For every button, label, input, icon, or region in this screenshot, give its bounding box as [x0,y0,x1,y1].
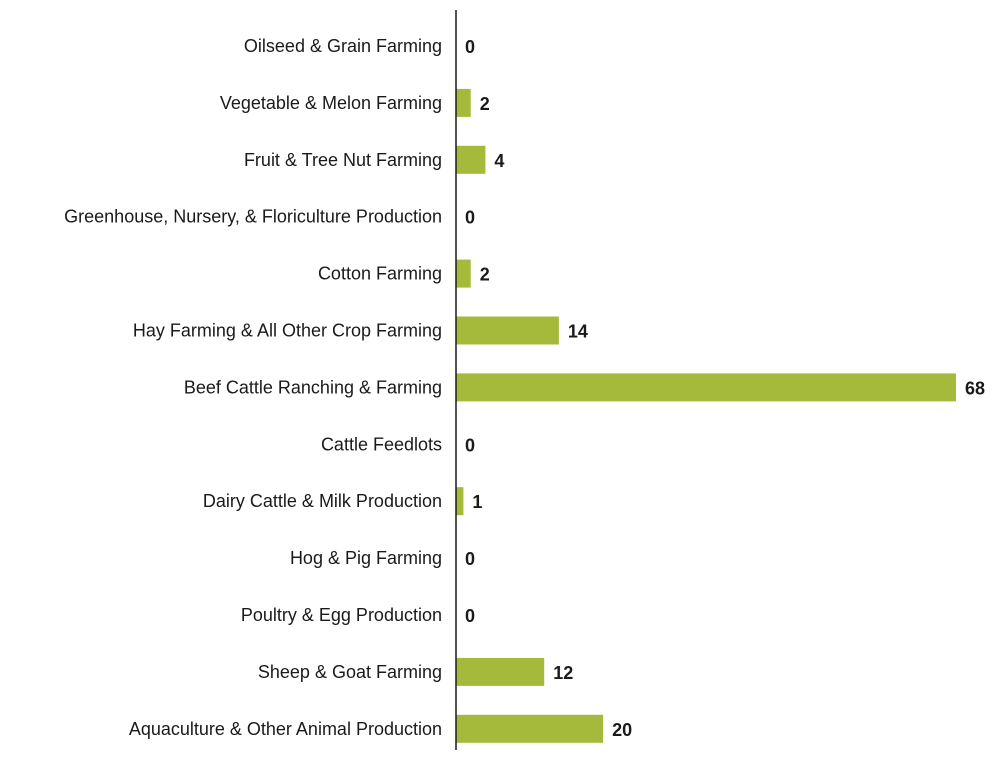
category-label: Vegetable & Melon Farming [220,93,442,113]
category-labels-group: Oilseed & Grain Farming Vegetable & Melon… [64,36,442,739]
category-label: Hay Farming & All Other Crop Farming [133,321,442,341]
bar [456,714,604,743]
bar [456,259,471,288]
category-label: Fruit & Tree Nut Farming [244,150,442,170]
value-labels-group: 0 2 4 0 2 14 68 0 1 0 0 12 20 [465,37,985,740]
bar [456,316,559,345]
value-label: 0 [465,606,475,626]
category-label: Aquaculture & Other Animal Production [129,719,442,739]
bars-group [456,88,956,743]
category-label: Beef Cattle Ranching & Farming [184,377,442,397]
category-label: Sheep & Goat Farming [258,662,442,682]
value-label: 2 [480,94,490,114]
value-label: 4 [494,151,504,171]
value-label: 0 [465,208,475,228]
bar [456,373,956,402]
value-label: 0 [465,549,475,569]
value-label: 1 [472,492,482,512]
category-label: Greenhouse, Nursery, & Floriculture Prod… [64,207,442,227]
category-label: Hog & Pig Farming [290,548,442,568]
category-label: Cotton Farming [318,264,442,284]
bar [456,487,464,516]
category-label: Oilseed & Grain Farming [244,36,442,56]
value-label: 12 [553,663,573,683]
category-label: Dairy Cattle & Milk Production [203,491,442,511]
category-label: Cattle Feedlots [321,434,442,454]
value-label: 14 [568,322,588,342]
bar [456,657,545,686]
value-label: 20 [612,720,632,740]
bar [456,145,486,174]
bar [456,88,471,117]
value-label: 2 [480,265,490,285]
value-label: 0 [465,435,475,455]
value-label: 68 [965,378,985,398]
value-label: 0 [465,37,475,57]
category-label: Poultry & Egg Production [241,605,442,625]
